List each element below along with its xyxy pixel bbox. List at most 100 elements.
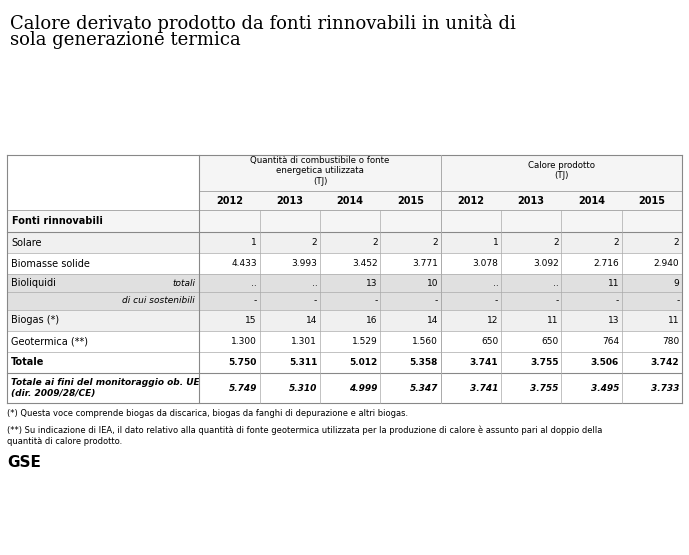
Text: 16: 16 [366,316,378,325]
Text: Biogas (*): Biogas (*) [11,315,59,325]
Text: 2015: 2015 [639,195,666,206]
Text: 1.300: 1.300 [231,337,257,346]
Text: 3.741: 3.741 [470,384,498,393]
Text: Totale ai fini del monitoraggio ob. UE: Totale ai fini del monitoraggio ob. UE [11,378,200,387]
Text: 1.560: 1.560 [412,337,438,346]
Text: (dir. 2009/28/CE): (dir. 2009/28/CE) [11,389,95,398]
Text: Geotermica (**): Geotermica (**) [11,336,88,346]
Text: GSE: GSE [7,455,41,470]
Text: 5.358: 5.358 [409,358,438,367]
Text: -: - [374,296,378,305]
Bar [199,155,682,191]
Text: 2.940: 2.940 [654,259,679,268]
Bar [7,373,682,403]
Text: 2014: 2014 [578,195,605,206]
Text: 3.755: 3.755 [530,358,559,367]
Text: 2.716: 2.716 [593,259,619,268]
Bar [199,191,682,210]
Text: -: - [555,296,559,305]
Text: 3.092: 3.092 [533,259,559,268]
Text: ..: .. [493,279,498,287]
Text: 1.529: 1.529 [352,337,378,346]
Text: 3.452: 3.452 [352,259,378,268]
Bar [7,274,682,292]
Text: 13: 13 [608,316,619,325]
Text: 5.749: 5.749 [229,384,257,393]
Bar [7,292,682,310]
Text: Calore derivato prodotto da fonti rinnovabili in unità di: Calore derivato prodotto da fonti rinnov… [10,14,515,33]
Text: 5.310: 5.310 [289,384,317,393]
Text: 2013: 2013 [517,195,545,206]
Text: Solare: Solare [11,238,41,248]
Bar [7,210,682,232]
Text: 4.433: 4.433 [232,259,257,268]
Text: -: - [616,296,619,305]
Text: 13: 13 [366,279,378,287]
Text: -: - [676,296,679,305]
Text: (*) Questa voce comprende biogas da discarica, biogas da fanghi di depurazione e: (*) Questa voce comprende biogas da disc… [7,409,408,418]
Text: -: - [314,296,317,305]
Text: ..: .. [553,279,559,287]
Text: 10: 10 [426,279,438,287]
Text: 1: 1 [493,238,498,247]
Text: 650: 650 [481,337,498,346]
Text: 14: 14 [306,316,317,325]
Text: Bioliquidi: Bioliquidi [11,278,56,288]
Text: Totale: Totale [11,357,44,367]
Text: -: - [435,296,438,305]
Text: 3.495: 3.495 [590,384,619,393]
Bar [7,352,682,373]
Text: 780: 780 [662,337,679,346]
Text: totali: totali [172,279,195,287]
Text: (**) Su indicazione di IEA, il dato relativo alla quantità di fonte geotermica u: (**) Su indicazione di IEA, il dato rela… [7,425,602,435]
Text: 2013: 2013 [276,195,303,206]
Text: 11: 11 [547,316,559,325]
Text: 14: 14 [426,316,438,325]
Text: ..: .. [251,279,257,287]
Text: 12: 12 [487,316,498,325]
Text: 2: 2 [613,238,619,247]
Bar [7,253,682,274]
Bar [7,331,682,352]
Text: 3.742: 3.742 [650,358,679,367]
Text: -: - [495,296,498,305]
Text: Quantità di combustibile o fonte
energetica utilizzata
(TJ): Quantità di combustibile o fonte energet… [250,156,390,185]
Text: 2015: 2015 [397,195,424,206]
Text: ..: .. [311,279,317,287]
Text: 650: 650 [542,337,559,346]
Text: 764: 764 [602,337,619,346]
Text: 3.771: 3.771 [412,259,438,268]
Text: 2: 2 [432,238,438,247]
Text: 3.078: 3.078 [473,259,498,268]
Bar [7,310,682,331]
Text: 2: 2 [674,238,679,247]
Text: 5.347: 5.347 [409,384,438,393]
Text: quantità di calore prodotto.: quantità di calore prodotto. [7,437,122,446]
Text: 3.733: 3.733 [651,384,679,393]
Text: 2012: 2012 [216,195,243,206]
Text: 2: 2 [311,238,317,247]
Text: 5.750: 5.750 [229,358,257,367]
Text: 2012: 2012 [457,195,484,206]
Text: Calore prodotto
(TJ): Calore prodotto (TJ) [528,161,595,180]
Bar [7,232,682,253]
Text: 11: 11 [608,279,619,287]
Text: 4.999: 4.999 [349,384,378,393]
Text: di cui sostenibili: di cui sostenibili [123,296,195,305]
Text: 9: 9 [674,279,679,287]
Text: 5.012: 5.012 [349,358,378,367]
Text: 3.755: 3.755 [531,384,559,393]
Text: 3.506: 3.506 [590,358,619,367]
Text: 2: 2 [553,238,559,247]
Text: 1: 1 [251,238,257,247]
Text: 15: 15 [245,316,257,325]
Text: 3.741: 3.741 [470,358,498,367]
Text: 11: 11 [668,316,679,325]
Text: 2014: 2014 [337,195,364,206]
Text: Biomasse solide: Biomasse solide [11,259,90,269]
Text: 3.993: 3.993 [291,259,317,268]
Text: 1.301: 1.301 [291,337,317,346]
Text: sola generazione termica: sola generazione termica [10,31,240,48]
Text: Fonti rinnovabili: Fonti rinnovabili [12,216,103,226]
Text: 2: 2 [372,238,378,247]
